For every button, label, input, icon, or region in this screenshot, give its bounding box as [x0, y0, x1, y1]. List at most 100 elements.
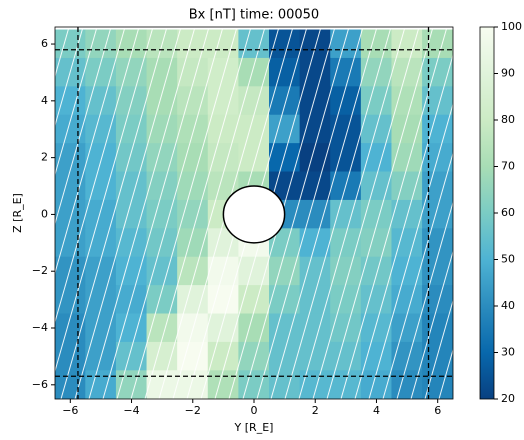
heatmap-cell — [299, 313, 331, 343]
streamline — [116, 27, 224, 399]
heatmap-cell — [299, 29, 331, 59]
heatmap-cell — [360, 228, 393, 258]
chart-title: Bx [nT] time: 00050 — [189, 8, 319, 23]
heatmap-cell — [177, 171, 209, 201]
colorbar-tick-label: 70 — [501, 160, 515, 173]
x-tick-label: −2 — [185, 404, 201, 417]
heatmap-cell — [55, 370, 86, 399]
y-tick-label: 4 — [41, 94, 48, 107]
heatmap-cell — [422, 114, 453, 144]
heatmap-cell — [207, 29, 239, 59]
heatmap-cell — [391, 86, 423, 116]
streamline — [55, 27, 140, 324]
y-tick-label: 2 — [41, 151, 48, 164]
heatmap-cell — [299, 57, 331, 87]
y-tick-label: 6 — [41, 37, 48, 50]
streamline — [60, 27, 168, 399]
heatmap-cell — [146, 256, 178, 286]
streamline — [284, 27, 392, 399]
heatmap-cell — [115, 199, 148, 229]
streamline — [256, 27, 364, 399]
colorbar-tick-label: 20 — [501, 392, 515, 405]
streamline — [312, 27, 420, 399]
heatmap-cell — [207, 143, 239, 173]
x-tick-label: −6 — [62, 404, 78, 417]
heatmap-cell — [85, 143, 117, 173]
streamline — [55, 27, 112, 226]
y-axis-label: Z [R_E] — [11, 193, 24, 233]
heatmap-cell — [207, 114, 239, 144]
heatmap-cell — [330, 313, 362, 343]
x-axis-label: Y [R_E] — [234, 421, 274, 434]
heatmap-cell — [115, 171, 148, 201]
heatmap-cell — [85, 29, 117, 59]
heatmap-cell — [299, 341, 331, 371]
colorbar-tick-label: 40 — [501, 299, 515, 312]
streamline — [354, 53, 453, 399]
y-tick-label: −6 — [32, 378, 48, 391]
heatmap-cell — [330, 57, 362, 87]
heatmap-cell — [55, 199, 86, 229]
heatmap-cell — [146, 370, 178, 399]
streamline — [88, 27, 196, 399]
heatmap-cell — [85, 228, 117, 258]
heatmap-cell — [269, 313, 301, 343]
heatmap-cell — [238, 114, 270, 144]
streamline — [424, 298, 453, 399]
heatmap-cell — [177, 370, 209, 399]
heatmap-cell — [360, 256, 393, 286]
heatmap-cell — [85, 313, 117, 343]
heatmap-cell — [422, 29, 453, 59]
streamline — [102, 27, 210, 399]
heatmap-cell — [55, 256, 86, 286]
heatmap-cell — [391, 313, 423, 343]
x-tick-label: 4 — [373, 404, 380, 417]
y-tick-label: 0 — [41, 207, 48, 220]
heatmap-cell — [269, 256, 301, 286]
heatmap-cell — [360, 86, 393, 116]
heatmap-cell — [330, 86, 362, 116]
streamline — [410, 249, 453, 399]
heatmap-cell — [330, 199, 362, 229]
heatmap-cell — [146, 341, 178, 371]
heatmap-cell — [360, 341, 393, 371]
streamline — [382, 151, 453, 399]
heatmap-cell — [238, 143, 270, 173]
heatmap-cell — [115, 228, 148, 258]
heatmap-cell — [330, 370, 362, 399]
heatmap-cell — [391, 171, 423, 201]
heatmap-cell — [269, 341, 301, 371]
streamline — [368, 102, 453, 399]
heatmap-cell — [238, 86, 270, 116]
heatmap-cell — [55, 171, 86, 201]
heatmap-cell — [238, 341, 270, 371]
heatmap-cell — [269, 370, 301, 399]
heatmap-cell — [177, 143, 209, 173]
streamline — [340, 27, 448, 399]
heatmap-cell — [207, 86, 239, 116]
heatmap-cell — [391, 256, 423, 286]
streamline — [396, 200, 453, 399]
heatmap-cell — [269, 143, 301, 173]
heatmap-cell — [177, 199, 209, 229]
colorbar-tick-label: 80 — [501, 113, 515, 126]
streamline — [74, 27, 182, 399]
x-tick-label: 6 — [434, 404, 441, 417]
heatmap-cell — [360, 313, 393, 343]
colorbar-tick-label: 60 — [501, 206, 515, 219]
heatmap-cell — [146, 171, 178, 201]
heatmap-cell — [360, 143, 393, 173]
heatmap-cell — [269, 114, 301, 144]
streamline — [270, 27, 378, 399]
heatmap-cell — [177, 285, 209, 315]
heatmap-cell — [391, 29, 423, 59]
heatmap-cell — [330, 341, 362, 371]
heatmap-cell — [238, 313, 270, 343]
heatmap-cell — [238, 57, 270, 87]
heatmap-cell — [55, 86, 86, 116]
heatmap-cell — [422, 370, 453, 399]
heatmap-cell — [330, 285, 362, 315]
heatmap-cell — [360, 29, 393, 59]
streamline — [242, 27, 350, 399]
